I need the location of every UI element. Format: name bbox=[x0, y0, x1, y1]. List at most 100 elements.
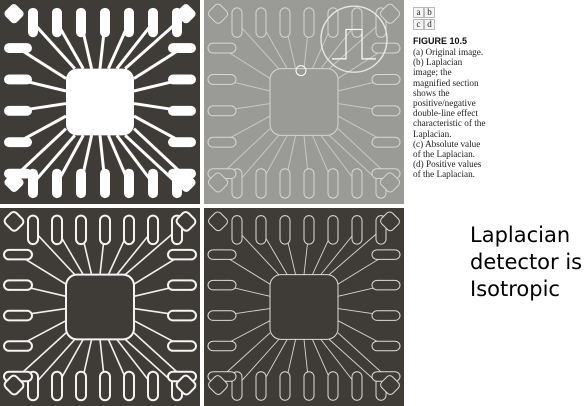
pin-pad bbox=[4, 43, 32, 53]
pin-pad bbox=[279, 215, 291, 245]
corner-pad bbox=[380, 211, 400, 232]
pin-pad bbox=[167, 309, 197, 322]
pin-pad bbox=[4, 137, 32, 148]
caption-line: double-line effect bbox=[413, 108, 478, 119]
corner-pad bbox=[379, 172, 401, 193]
pin-lead bbox=[221, 332, 271, 377]
pin-pad bbox=[207, 74, 237, 85]
pin-pad bbox=[168, 74, 196, 85]
pin-pad bbox=[51, 214, 63, 246]
pin-pad bbox=[303, 215, 315, 245]
pin-pad bbox=[123, 214, 135, 246]
pin-lead bbox=[236, 229, 280, 275]
panel-c-absolute-laplacian-image bbox=[0, 208, 200, 406]
pin-lead bbox=[115, 134, 155, 185]
pin-pad bbox=[167, 340, 197, 352]
chip-body bbox=[65, 273, 135, 341]
note-line: detector is bbox=[470, 250, 583, 274]
panel-a-original-image bbox=[0, 0, 200, 204]
pin-lead bbox=[31, 21, 76, 70]
pin-pad bbox=[148, 7, 158, 38]
pin-pad bbox=[207, 340, 237, 352]
pin-pad bbox=[207, 105, 237, 117]
key-c: c bbox=[413, 19, 424, 30]
pin-pad bbox=[371, 279, 401, 291]
pin-pad bbox=[4, 105, 32, 116]
pin-lead bbox=[328, 229, 382, 275]
pin-lead bbox=[133, 332, 183, 378]
corner-pad bbox=[208, 375, 228, 395]
corner-pad bbox=[3, 210, 25, 232]
corner-pad bbox=[176, 172, 196, 192]
pin-lead bbox=[17, 46, 67, 80]
pin-pad bbox=[279, 168, 291, 199]
pin-pad bbox=[351, 7, 363, 38]
pin-pad bbox=[303, 168, 315, 199]
pin-pad bbox=[327, 7, 339, 38]
caption-line: magnified section bbox=[413, 77, 479, 88]
pin-lead bbox=[32, 338, 76, 387]
pin-pad bbox=[28, 7, 38, 38]
pin-lead bbox=[116, 338, 154, 387]
pin-pad bbox=[99, 370, 111, 402]
pin-pad bbox=[207, 310, 237, 321]
pin-pad bbox=[99, 214, 111, 246]
pin-lead bbox=[236, 135, 280, 184]
pin-lead bbox=[320, 339, 358, 387]
key-a: a bbox=[413, 7, 424, 18]
pin-pad bbox=[231, 7, 243, 38]
pin-lead bbox=[328, 22, 382, 70]
corner-pad bbox=[175, 374, 197, 396]
caption-line: shows the bbox=[413, 87, 450, 98]
pin-pad bbox=[148, 168, 158, 199]
pin-pad bbox=[168, 43, 196, 53]
pin-pad bbox=[51, 370, 63, 402]
pin-pad bbox=[207, 249, 237, 260]
note-line: Isotropic bbox=[470, 277, 560, 301]
chip-body bbox=[269, 274, 339, 340]
pin-pad bbox=[52, 7, 62, 38]
pin-pad bbox=[168, 137, 196, 148]
corner-pad bbox=[176, 4, 196, 24]
pin-lead bbox=[124, 229, 178, 276]
pin-lead bbox=[337, 332, 387, 377]
caption-line: characteristic of the bbox=[413, 118, 486, 129]
pin-pad bbox=[3, 279, 33, 291]
corner-pad bbox=[208, 211, 228, 232]
caption-line: (d) Positive values bbox=[413, 159, 482, 170]
pin-pad bbox=[303, 7, 315, 38]
pin-pad bbox=[3, 248, 33, 261]
magnified-edge bbox=[332, 28, 376, 60]
caption-line: positive/negative bbox=[413, 98, 476, 109]
pin-pad bbox=[147, 214, 159, 246]
chip-body bbox=[269, 68, 339, 136]
pin-pad bbox=[371, 310, 401, 321]
corner-pad bbox=[207, 172, 229, 193]
caption-line: image; the bbox=[413, 67, 452, 78]
pin-lead bbox=[320, 229, 358, 275]
pin-lead bbox=[320, 22, 358, 69]
pin-pad bbox=[167, 279, 197, 291]
panel-b-laplacian-image bbox=[204, 0, 404, 204]
figure-caption: (a) Original image. (b) Laplacian image;… bbox=[413, 47, 505, 180]
pin-pad bbox=[207, 42, 237, 54]
pin-lead bbox=[116, 229, 154, 276]
pin-pad bbox=[147, 370, 159, 402]
pin-lead bbox=[337, 128, 387, 174]
pin-pad bbox=[371, 74, 401, 85]
pin-pad bbox=[207, 136, 237, 148]
corner-pad bbox=[3, 374, 25, 396]
pin-lead bbox=[320, 135, 358, 184]
laplacian-isotropic-note: Laplacian detector is Isotropic bbox=[470, 222, 586, 303]
pin-pad bbox=[76, 7, 86, 38]
corner-pad bbox=[4, 172, 24, 192]
corner-pad bbox=[175, 210, 197, 232]
key-d: d bbox=[424, 19, 435, 30]
pin-lead bbox=[17, 332, 67, 378]
figure-title: FIGURE 10.5 bbox=[413, 36, 468, 46]
caption-line: (b) Laplacian bbox=[413, 57, 463, 68]
pin-pad bbox=[327, 168, 339, 199]
corner-pad bbox=[380, 375, 400, 395]
corner-pad bbox=[4, 4, 24, 24]
